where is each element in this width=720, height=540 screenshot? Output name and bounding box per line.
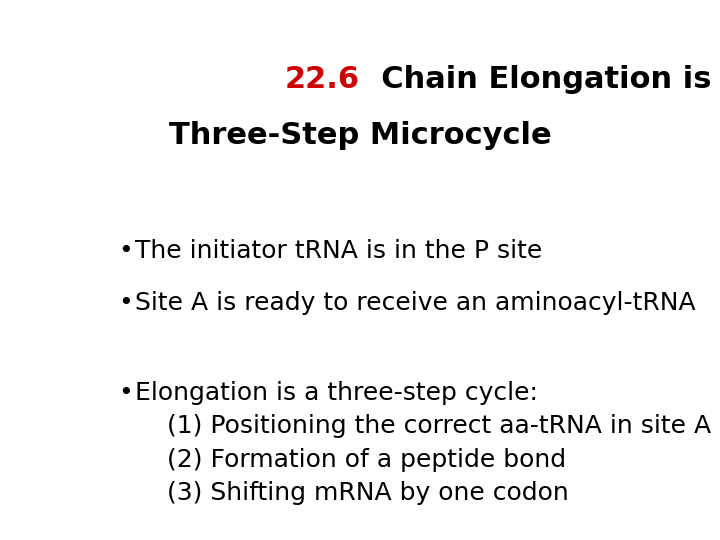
Text: Site A is ready to receive an aminoacyl-tRNA: Site A is ready to receive an aminoacyl-… <box>135 292 696 315</box>
Text: Elongation is a three-step cycle:
    (1) Positioning the correct aa-tRNA in sit: Elongation is a three-step cycle: (1) Po… <box>135 381 711 505</box>
Text: •: • <box>118 381 132 405</box>
Text: The initiator tRNA is in the P site: The initiator tRNA is in the P site <box>135 239 542 264</box>
Text: •: • <box>118 239 132 264</box>
Text: Three-Step Microcycle: Three-Step Microcycle <box>168 122 552 151</box>
Text: Chain Elongation is a: Chain Elongation is a <box>360 65 720 94</box>
Text: •: • <box>118 292 132 315</box>
Text: 22.6: 22.6 <box>285 65 360 94</box>
